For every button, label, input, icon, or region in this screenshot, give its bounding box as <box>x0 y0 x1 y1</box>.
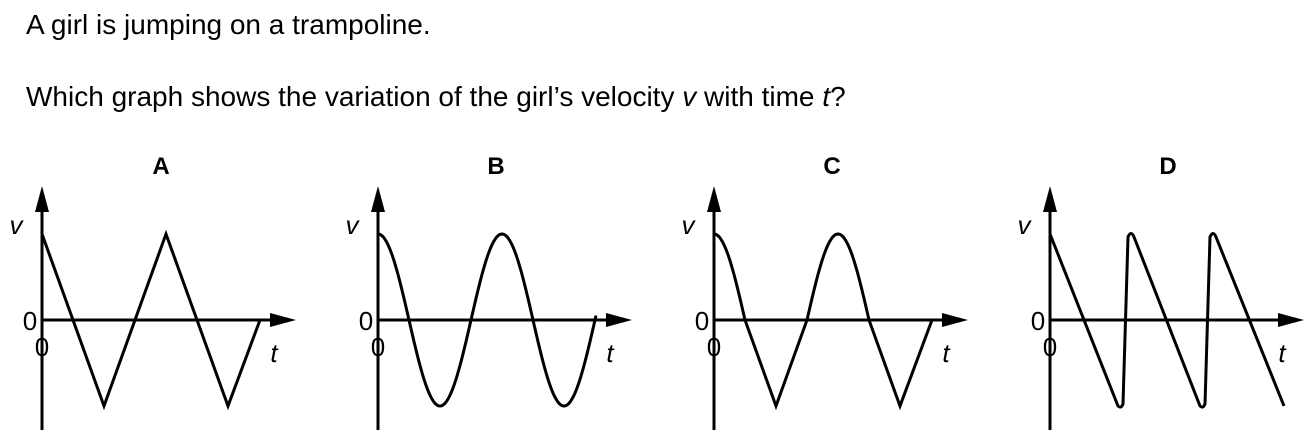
graph-b-t-label: t <box>606 338 615 368</box>
graph-c: C v 0 0 t <box>682 153 968 430</box>
graph-c-curve <box>713 232 934 411</box>
graph-c-t-label: t <box>942 338 951 368</box>
question-text-end: ? <box>830 81 846 112</box>
graph-b-y-arrowhead <box>371 186 385 212</box>
graph-a-curve <box>40 229 262 411</box>
graph-a-t-label: t <box>270 338 279 368</box>
graph-b-zero-x: 0 <box>371 332 385 362</box>
graph-b-curve <box>377 232 598 408</box>
graph-a-v-label: v <box>10 210 25 240</box>
graph-b-x-arrowhead <box>606 313 632 327</box>
question-line-1: A girl is jumping on a trampoline. <box>26 9 431 40</box>
graph-a-y-arrowhead <box>35 186 49 212</box>
graph-d-zero-y: 0 <box>1031 306 1045 336</box>
graph-c-y-arrowhead <box>707 186 721 212</box>
graph-d-y-arrowhead <box>1043 186 1057 212</box>
graph-c-zero-y: 0 <box>695 306 709 336</box>
question-line-2: Which graph shows the variation of the g… <box>26 80 846 114</box>
graph-c-v-label: v <box>682 210 697 240</box>
question-text-start: Which graph shows the variation of the g… <box>26 81 683 112</box>
graph-a: A v 0 0 t <box>10 153 296 430</box>
graph-c-label: C <box>823 153 840 180</box>
graph-d-label: D <box>1159 153 1176 180</box>
time-symbol: t <box>822 81 831 112</box>
velocity-symbol: v <box>682 81 697 112</box>
graph-b: B v 0 0 t <box>346 153 632 430</box>
graph-d: D v 0 0 t <box>1018 153 1304 430</box>
graph-a-x-arrowhead <box>270 313 296 327</box>
graph-b-v-label: v <box>346 210 361 240</box>
graph-a-zero-y: 0 <box>23 306 37 336</box>
question-text-middle: with time <box>696 81 823 112</box>
graph-d-t-label: t <box>1278 338 1287 368</box>
graph-a-label: A <box>152 153 169 180</box>
graph-c-x-arrowhead <box>942 313 968 327</box>
graph-d-curve <box>1048 232 1286 409</box>
graph-d-v-label: v <box>1018 210 1033 240</box>
graph-b-zero-y: 0 <box>359 306 373 336</box>
graph-b-label: B <box>487 153 504 180</box>
graph-c-zero-x: 0 <box>707 332 721 362</box>
graph-d-x-arrowhead <box>1278 313 1304 327</box>
graph-a-zero-x: 0 <box>35 332 49 362</box>
graph-d-zero-x: 0 <box>1043 332 1057 362</box>
